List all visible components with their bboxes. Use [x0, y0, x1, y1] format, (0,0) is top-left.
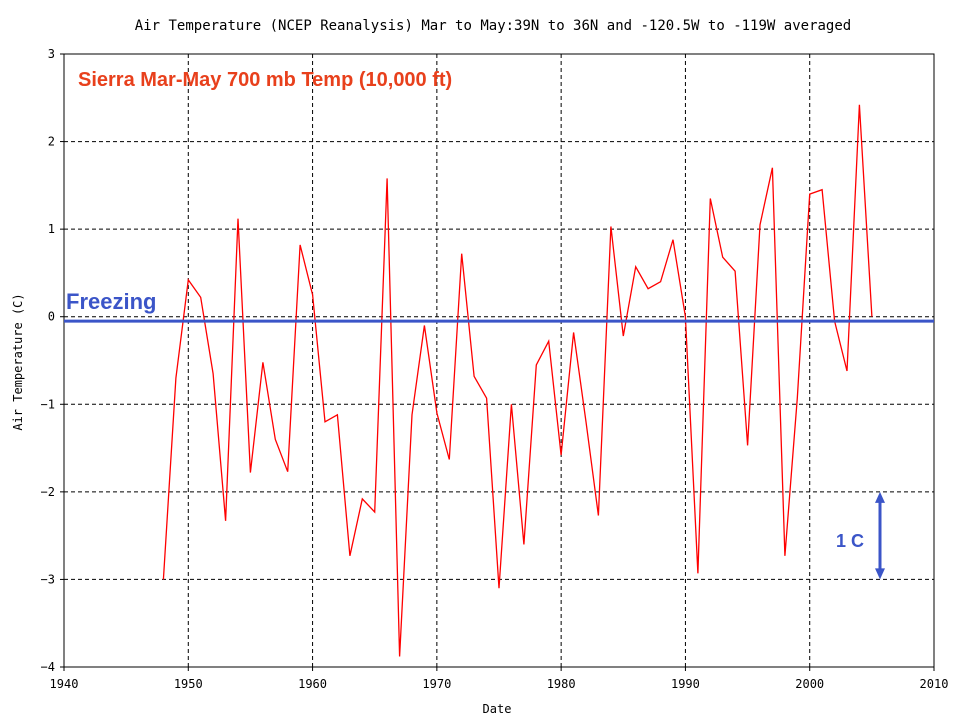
series-layer [64, 104, 934, 657]
scale-arrow-head-up [875, 491, 885, 503]
x-tick-label: 2000 [795, 677, 824, 691]
scale-arrow-head-down [875, 568, 885, 580]
y-tick-label: 3 [48, 47, 55, 61]
scale-label: 1 C [836, 531, 864, 551]
temperature-series-line [162, 104, 873, 657]
x-axis: 1940 1950 1960 1970 1980 1990 2000 2010 [50, 667, 949, 691]
x-tick-label: 1960 [298, 677, 327, 691]
x-axis-label: Date [483, 702, 512, 716]
y-tick-label: −4 [41, 660, 55, 674]
x-tick-label: 1940 [50, 677, 79, 691]
scale-bar [875, 491, 885, 580]
y-tick-label: −2 [41, 485, 55, 499]
chart-annotation-title: Sierra Mar-May 700 mb Temp (10,000 ft) [78, 69, 452, 91]
y-axis: −4 −3 −2 −1 0 1 2 3 [41, 47, 64, 674]
y-tick-label: −3 [41, 572, 55, 586]
plot-frame [63, 53, 935, 668]
y-tick-label: −1 [41, 397, 55, 411]
x-tick-label: 2010 [920, 677, 949, 691]
chart-title: Air Temperature (NCEP Reanalysis) Mar to… [135, 18, 851, 34]
x-tick-label: 1990 [671, 677, 700, 691]
freezing-label: Freezing [66, 289, 156, 314]
y-axis-label: Air Temperature (C) [11, 293, 25, 430]
x-tick-label: 1970 [422, 677, 451, 691]
y-tick-label: 0 [48, 310, 55, 324]
y-tick-label: 1 [48, 222, 55, 236]
x-tick-label: 1980 [547, 677, 576, 691]
x-tick-label: 1950 [174, 677, 203, 691]
y-tick-label: 2 [48, 135, 55, 149]
grid [64, 54, 934, 667]
